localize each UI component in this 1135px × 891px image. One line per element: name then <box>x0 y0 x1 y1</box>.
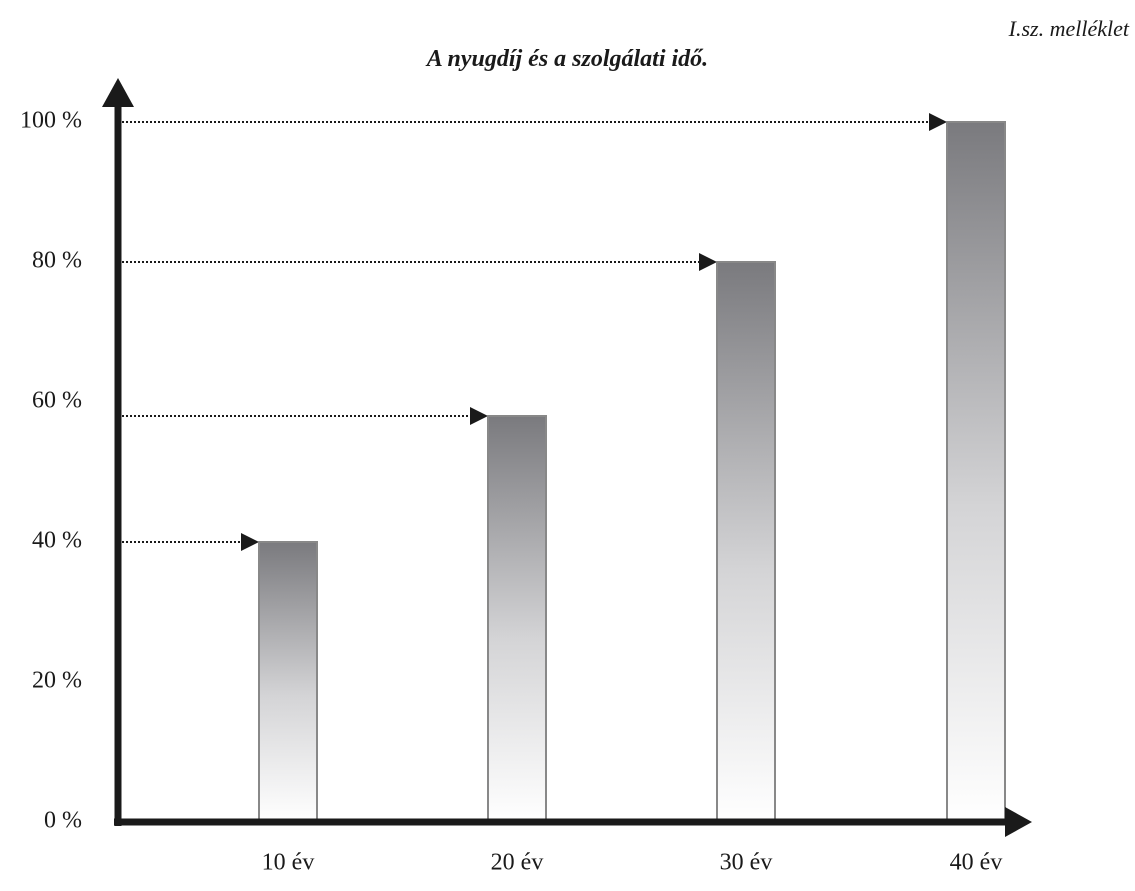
y-axis-arrowhead <box>102 78 134 107</box>
y-tick-labels: 0 % 20 % 40 % 60 % 80 % 100 % <box>20 108 82 834</box>
y-tick-label: 60 % <box>32 388 82 414</box>
x-tick-label: 30 év <box>720 850 773 876</box>
guide-arrowhead-1 <box>241 533 259 551</box>
y-tick-label: 20 % <box>32 668 82 694</box>
x-tick-label: 10 év <box>262 850 315 876</box>
x-tick-labels: 10 év 20 év 30 év 40 év <box>262 850 1003 876</box>
bars <box>258 121 1006 823</box>
x-axis-arrowhead <box>1005 807 1032 837</box>
x-tick-label: 40 év <box>950 850 1003 876</box>
annex-label: I.sz. melléklet <box>1008 16 1129 41</box>
bar-1 <box>258 541 318 823</box>
guide-arrowhead-3 <box>699 253 717 271</box>
bar-3 <box>716 261 776 823</box>
guide-arrowhead-2 <box>470 407 488 425</box>
y-tick-label: 0 % <box>44 808 82 834</box>
axes <box>102 78 1032 837</box>
bar-4 <box>946 121 1006 823</box>
y-tick-label: 40 % <box>32 528 82 554</box>
bar-2 <box>487 415 547 823</box>
x-tick-label: 20 év <box>491 850 544 876</box>
guide-arrowhead-4 <box>929 113 947 131</box>
guide-lines <box>122 113 947 551</box>
chart-title: A nyugdíj és a szolgálati idő. <box>426 46 709 72</box>
y-tick-label: 80 % <box>32 248 82 274</box>
y-tick-label: 100 % <box>20 108 82 134</box>
